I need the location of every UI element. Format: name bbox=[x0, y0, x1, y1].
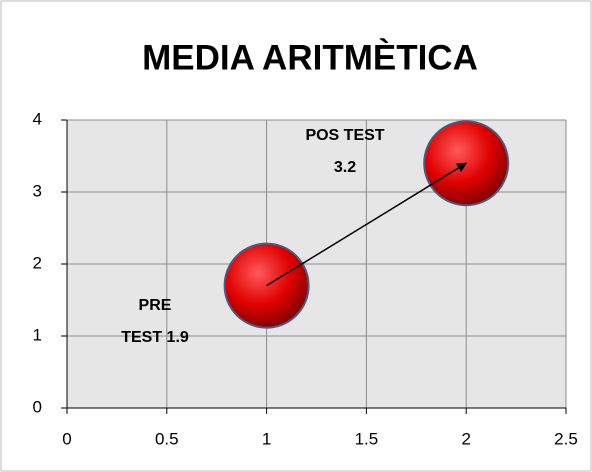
y-tick-label: 2 bbox=[33, 253, 42, 272]
annotation: PRE bbox=[139, 297, 172, 314]
annotation: POS TEST bbox=[305, 127, 384, 144]
y-tick-label: 0 bbox=[33, 397, 42, 416]
y-tick-label: 1 bbox=[33, 325, 42, 344]
y-tick-label: 4 bbox=[33, 109, 42, 128]
arrow bbox=[266, 162, 468, 287]
x-tick-label: 1.5 bbox=[355, 429, 379, 448]
x-tick-label: 2 bbox=[461, 429, 470, 448]
x-tick-label: 1 bbox=[262, 429, 271, 448]
x-tick-label: 0 bbox=[62, 429, 71, 448]
annotation: 3.2 bbox=[334, 159, 356, 176]
x-tick-label: 2.5 bbox=[554, 429, 578, 448]
chart-title: MEDIA ARITMÈTICA bbox=[142, 37, 478, 77]
y-tick-label: 3 bbox=[33, 181, 42, 200]
annotation: TEST 1.9 bbox=[121, 329, 189, 346]
x-tick-label: 0.5 bbox=[155, 429, 179, 448]
